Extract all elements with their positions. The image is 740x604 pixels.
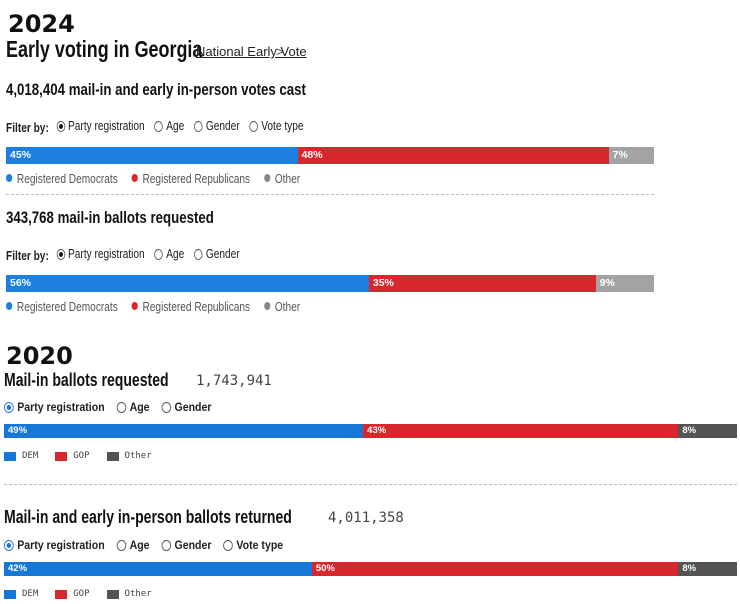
- legend-2020-requested: DEM GOP Other: [4, 451, 169, 461]
- radio-selected-icon: [4, 539, 14, 551]
- bar-segment-republicans: 35%: [368, 275, 596, 292]
- mail-in-requested-title: Mail-in ballots requested: [4, 370, 169, 390]
- legend-item-other: Other: [106, 451, 152, 461]
- filter-party-registration[interactable]: Party registration: [4, 537, 105, 553]
- chevron-right-icon: >: [276, 44, 284, 59]
- section-divider: [4, 484, 737, 485]
- legend-swatch-icon: [55, 451, 68, 461]
- legend-swatch-icon: [4, 451, 16, 461]
- radio-icon: [154, 120, 164, 132]
- ballots-requested-count: 343,768: [6, 208, 54, 227]
- mail-in-requested-heading: Mail-in ballots requested: [4, 370, 215, 391]
- bar-segment-gop: 43%: [363, 424, 679, 438]
- legend-swatch-icon: [4, 589, 16, 599]
- page-title: Early voting in Georgia: [6, 36, 203, 62]
- legend-item-other: Other: [263, 299, 300, 314]
- bar-segment-dem: 42%: [4, 562, 312, 576]
- legend-item-gop: GOP: [55, 451, 90, 461]
- bar-segment-other: 9%: [595, 275, 654, 292]
- filter-gender[interactable]: Gender: [161, 399, 211, 415]
- filter-row-2020-returned: Party registration Age Gender Vote type: [4, 537, 331, 555]
- filter-label: Filter by:: [6, 247, 49, 263]
- legend-item-democrats: Registered Democrats: [6, 171, 118, 186]
- radio-icon: [223, 539, 233, 551]
- ballots-requested-heading: 343,768 mail-in ballots requested: [6, 208, 272, 228]
- party-bar-ballots-requested: 56% 35% 9%: [6, 275, 654, 292]
- bar-segment-republicans: 48%: [297, 147, 609, 164]
- party-bar-2020-returned: 42% 50% 8%: [4, 562, 737, 576]
- radio-icon: [154, 248, 164, 260]
- legend-dot-icon: [131, 174, 138, 182]
- legend-item-dem: DEM: [4, 589, 38, 599]
- filter-vote-type[interactable]: Vote type: [249, 118, 303, 134]
- filter-age[interactable]: Age: [116, 399, 150, 415]
- votes-cast-count: 4,018,404: [6, 80, 65, 99]
- filter-row-2020-requested: Party registration Age Gender: [4, 399, 250, 417]
- bar-segment-democrats: 45%: [6, 147, 298, 164]
- filter-party-registration[interactable]: Party registration: [4, 399, 105, 415]
- legend-item-republicans: Registered Republicans: [131, 299, 250, 314]
- filter-vote-type[interactable]: Vote type: [223, 537, 283, 553]
- bar-segment-democrats: 56%: [6, 275, 369, 292]
- radio-icon: [161, 401, 171, 413]
- legend-dot-icon: [6, 302, 13, 310]
- national-early-vote-link[interactable]: National Early Vote: [196, 44, 307, 59]
- radio-icon: [116, 539, 127, 551]
- party-bar-votes-cast: 45% 48% 7%: [6, 147, 654, 164]
- radio-icon: [116, 401, 127, 413]
- ballots-returned-heading: Mail-in and early in-person ballots retu…: [4, 507, 373, 528]
- legend-item-democrats: Registered Democrats: [6, 299, 118, 314]
- legend-ballots-requested: Registered Democrats Registered Republic…: [6, 298, 397, 314]
- legend-dot-icon: [6, 174, 13, 182]
- filter-row-votes-cast: Filter by: Party registration Age Gender…: [6, 118, 396, 136]
- ballots-requested-label: mail-in ballots requested: [57, 208, 214, 227]
- bar-segment-other: 8%: [678, 562, 737, 576]
- legend-item-other: Other: [263, 171, 300, 186]
- filter-age[interactable]: Age: [154, 246, 184, 262]
- legend-swatch-icon: [106, 451, 119, 461]
- radio-icon: [249, 120, 259, 132]
- legend-item-gop: GOP: [55, 589, 90, 599]
- year-2024-heading: 2024: [8, 10, 75, 38]
- filter-party-registration[interactable]: Party registration: [56, 118, 145, 134]
- bar-segment-dem: 49%: [4, 424, 364, 438]
- legend-dot-icon: [263, 174, 271, 182]
- mail-in-requested-count: 1,743,941: [196, 373, 272, 389]
- legend-item-other: Other: [106, 589, 152, 599]
- radio-selected-icon: [56, 248, 65, 260]
- legend-dot-icon: [263, 302, 271, 310]
- year-2020-heading: 2020: [6, 342, 73, 370]
- bar-segment-other: 8%: [678, 424, 737, 438]
- filter-label: Filter by:: [6, 119, 49, 135]
- radio-icon: [194, 248, 203, 260]
- votes-cast-label: mail-in and early in-person votes cast: [68, 80, 306, 99]
- filter-age[interactable]: Age: [116, 537, 150, 553]
- votes-cast-heading: 4,018,404 mail-in and early in-person vo…: [6, 80, 391, 100]
- filter-gender[interactable]: Gender: [194, 118, 240, 134]
- legend-dot-icon: [131, 302, 138, 310]
- party-bar-2020-requested: 49% 43% 8%: [4, 424, 737, 438]
- filter-row-ballots-requested: Filter by: Party registration Age Gender: [6, 246, 315, 264]
- bar-segment-gop: 50%: [311, 562, 679, 576]
- legend-2020-returned: DEM GOP Other: [4, 589, 169, 599]
- filter-gender[interactable]: Gender: [194, 246, 240, 262]
- legend-item-dem: DEM: [4, 451, 38, 461]
- legend-swatch-icon: [55, 589, 68, 599]
- ballots-returned-title: Mail-in and early in-person ballots retu…: [4, 507, 292, 527]
- radio-icon: [161, 539, 171, 551]
- legend-votes-cast: Registered Democrats Registered Republic…: [6, 170, 397, 186]
- filter-age[interactable]: Age: [154, 118, 184, 134]
- radio-selected-icon: [56, 120, 65, 132]
- bar-segment-other: 7%: [608, 147, 654, 164]
- legend-item-republicans: Registered Republicans: [131, 171, 250, 186]
- filter-party-registration[interactable]: Party registration: [56, 246, 145, 262]
- radio-selected-icon: [4, 401, 14, 413]
- ballots-returned-count: 4,011,358: [328, 510, 404, 526]
- page-title-row: Early voting in Georgia National Early V…: [6, 36, 606, 64]
- radio-icon: [194, 120, 203, 132]
- section-divider: [6, 194, 654, 195]
- filter-gender[interactable]: Gender: [161, 537, 211, 553]
- legend-swatch-icon: [106, 589, 119, 599]
